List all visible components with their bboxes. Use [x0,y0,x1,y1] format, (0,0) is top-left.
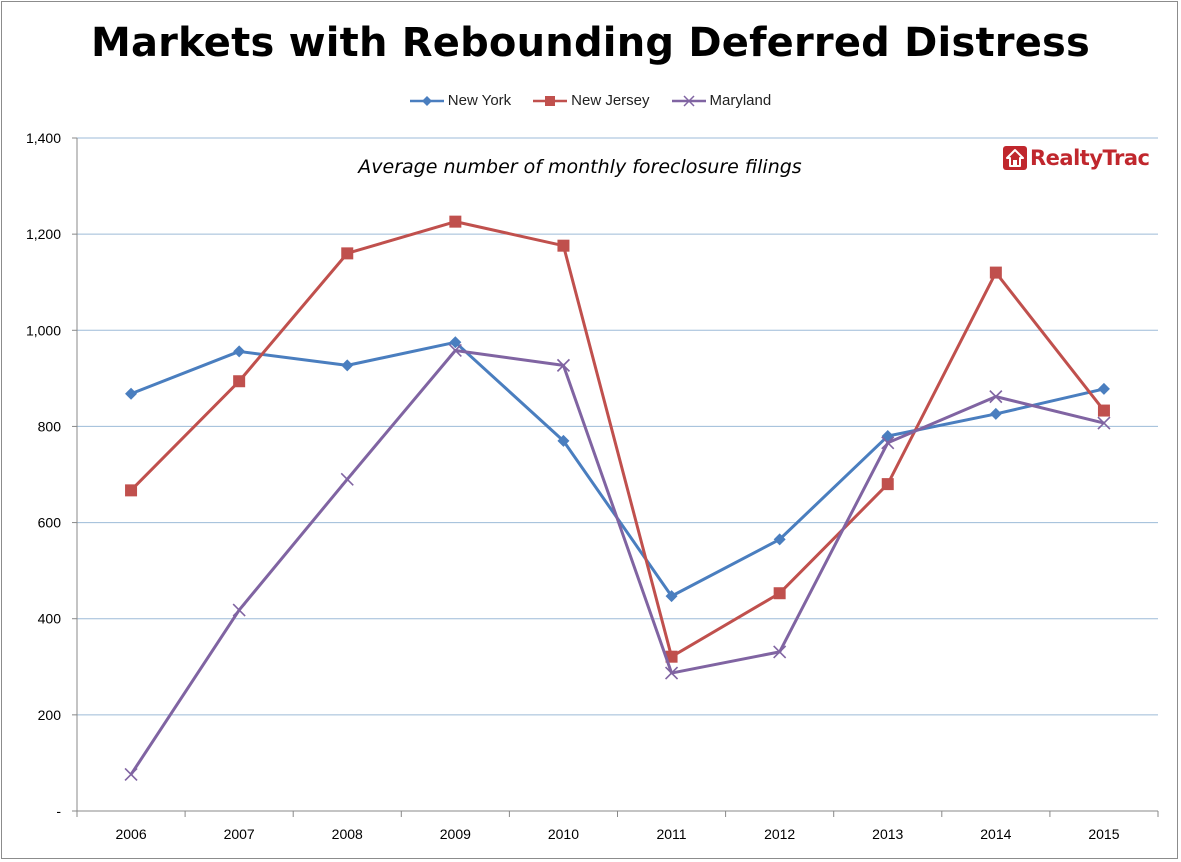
point-new-jersey [665,650,678,663]
point-new-jersey [557,239,570,252]
x-tick-label: 2013 [872,826,903,842]
point-new-york [665,590,678,603]
chart-subtitle: Average number of monthly foreclosure fi… [358,156,802,178]
legend-marker-new-york [409,95,444,106]
x-tick-label: 2009 [440,826,471,842]
point-new-jersey [233,375,246,388]
point-new-jersey [989,266,1002,279]
point-maryland [1097,416,1111,430]
point-maryland [340,472,354,486]
point-new-york [233,345,246,358]
point-new-jersey [341,247,354,260]
point-new-york [449,336,462,349]
legend-marker-maryland [671,94,706,107]
point-new-york [557,434,570,447]
x-tick-label: 2007 [224,826,255,842]
logo-text: RealtyTrac [1030,146,1150,170]
point-new-york [773,533,786,546]
series-line-maryland [129,348,1105,776]
x-tick-label: 2012 [764,826,795,842]
legend-item-new-york: New York [409,92,512,109]
x-tick-label: 2006 [115,826,146,842]
x-tick-label: 2008 [332,826,363,842]
series-line-new-york [130,340,1105,598]
point-maryland [773,645,787,659]
x-tick-label: 2015 [1088,826,1119,842]
legend-item-new-jersey: New Jersey [533,92,650,109]
y-tick-label: 200 [38,707,62,723]
point-new-jersey [449,215,462,228]
point-new-jersey [881,478,894,491]
point-maryland [556,358,571,372]
point-new-york [989,407,1002,420]
legend-item-maryland: Maryland [671,92,772,109]
legend-label-new-jersey: New Jersey [571,92,650,109]
y-tick-label: 1,200 [26,226,61,242]
legend: New York New Jersey Maryland [0,92,1181,109]
point-maryland [232,603,246,617]
point-new-jersey [1097,404,1110,417]
point-maryland [124,767,138,782]
legend-label-new-york: New York [447,92,512,109]
y-tick-label: 400 [38,611,62,627]
point-maryland [448,343,462,358]
y-tick-label: 800 [38,418,62,434]
point-maryland [664,666,679,680]
x-tick-label: 2010 [548,826,579,842]
y-tick-label: - [56,803,61,819]
legend-marker-new-jersey [533,95,568,106]
y-tick-label: 1,000 [26,322,61,338]
point-maryland [881,436,895,450]
realtytrac-logo: RealtyTrac [1003,146,1150,170]
chart-title: Markets with Rebounding Deferred Distres… [90,20,1091,66]
series-line-new-jersey [129,220,1106,659]
point-maryland [989,390,1003,404]
y-tick-label: 600 [38,515,62,531]
point-new-york [341,359,354,372]
point-new-jersey [773,587,786,600]
point-new-york [1097,382,1110,395]
point-new-jersey [125,484,138,497]
house-icon [1003,146,1027,170]
point-new-york [125,387,138,400]
legend-label-maryland: Maryland [709,92,772,109]
x-tick-label: 2014 [980,826,1011,842]
y-tick-label: 1,400 [26,130,61,146]
x-tick-label: 2011 [656,826,686,842]
